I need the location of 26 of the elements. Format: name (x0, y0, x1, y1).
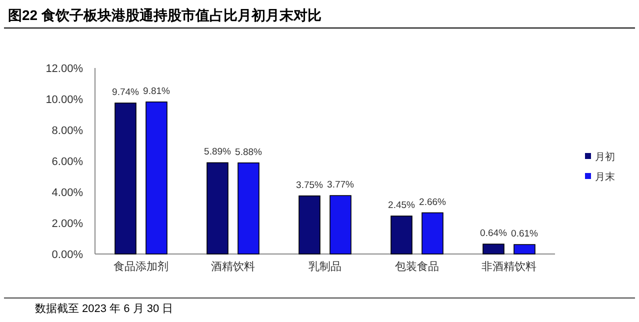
y-tick-label: 2.00% (52, 218, 84, 230)
y-tick-label: 4.00% (52, 187, 84, 199)
x-tick-label: 非酒精饮料 (482, 260, 536, 273)
title: 图22 食饮子板块港股通持股市值占比月初月末对比 (8, 7, 322, 23)
y-tick-label: 12.00% (46, 63, 84, 75)
y-tick-label: 8.00% (52, 125, 84, 137)
legend-label: 月末 (595, 171, 615, 183)
x-tick-label: 食品添加剂 (114, 260, 168, 273)
data-label: 5.88% (235, 146, 263, 158)
y-tick-label: 6.00% (52, 156, 84, 168)
x-tick-label: 酒精饮料 (211, 260, 255, 273)
x-tick-label: 乳制品 (308, 260, 342, 273)
data-label: 9.81% (143, 86, 171, 97)
y-tick-label: 10.00% (46, 94, 84, 106)
data-label: 5.89% (204, 146, 232, 158)
data-label: 3.77% (327, 180, 355, 191)
data-label: 2.66% (419, 196, 447, 208)
data-label: 3.75% (296, 180, 324, 191)
data-label: 0.61% (511, 228, 539, 240)
legend-label: 月初 (595, 151, 615, 163)
data-label: 9.74% (112, 87, 140, 98)
data-label: 2.45% (388, 200, 416, 212)
x-tick-label: 包装食品 (395, 260, 439, 273)
data-label: 0.64% (480, 228, 508, 240)
text: 数据截至 2023 年 6 月 30 日 (35, 302, 174, 315)
y-tick-label: 0.00% (52, 249, 84, 261)
